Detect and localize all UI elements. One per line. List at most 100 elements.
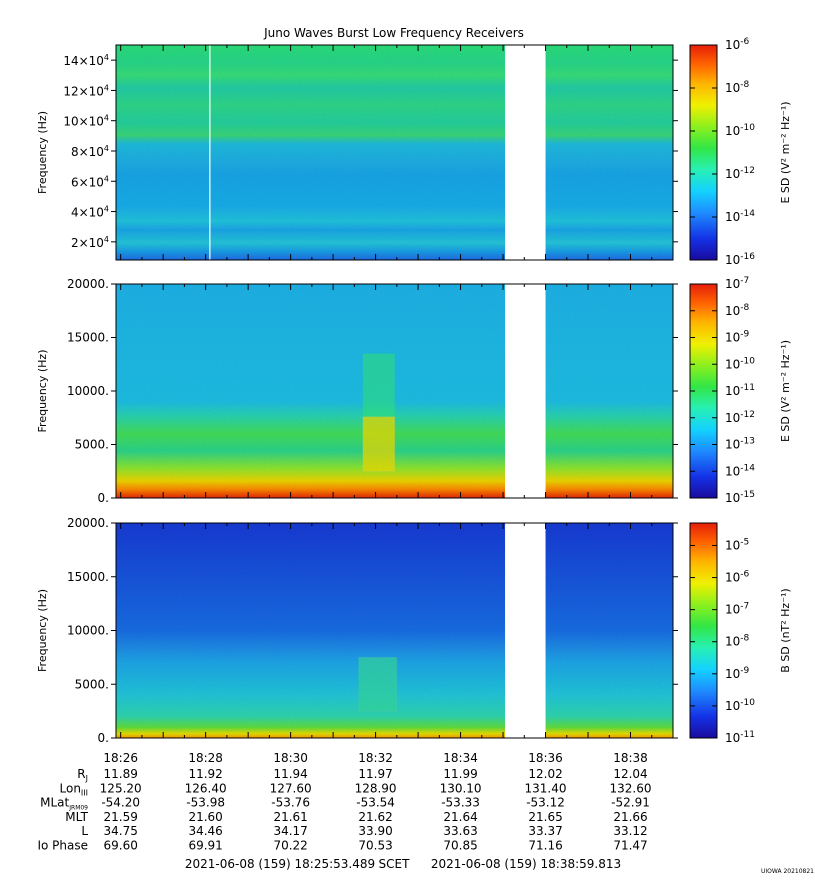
ephemeris-value: 33.37 <box>528 824 562 838</box>
y-axis-label: Frequency (Hz) <box>36 111 49 194</box>
colorbar-tick-label: 10-5 <box>725 537 749 552</box>
colorbar-tick-label: 10-13 <box>725 437 755 452</box>
y-tick-label: 0. <box>98 491 109 505</box>
colorbar-label: B SD (nT² Hz⁻¹) <box>779 588 792 672</box>
ephemeris-value: 21.59 <box>103 810 137 824</box>
footer-credit: UIOWA 20210821 <box>761 868 814 875</box>
y-tick-label: 14×104 <box>63 53 109 68</box>
ephemeris-value: 33.63 <box>443 824 477 838</box>
colorbar-tick-label: 10-14 <box>725 463 755 478</box>
ephemeris-value: 70.22 <box>273 839 307 853</box>
ephemeris-value: 33.90 <box>358 824 392 838</box>
y-tick-label: 10×104 <box>63 114 109 129</box>
ephemeris-value: 21.64 <box>443 810 477 824</box>
colorbar-tick-label: 10-8 <box>725 303 750 318</box>
y-tick-label: 20000. <box>67 516 109 530</box>
ephemeris-value: 34.75 <box>103 824 137 838</box>
colorbar-tick-label: 10-9 <box>725 666 750 681</box>
y-axis-label: Frequency (Hz) <box>36 350 49 433</box>
footer-start-time: 2021-06-08 (159) 18:25:53.489 <box>185 857 375 871</box>
colorbar-tick-label: 10-11 <box>725 383 755 398</box>
ephemeris-value: 11.92 <box>188 767 222 781</box>
colorbar-tick-label: 10-15 <box>725 490 755 505</box>
ephemeris-value: -52.91 <box>611 796 650 810</box>
time-axis: 18:26 18:28 18:30 18:32 18:34 18:36 18:38 <box>103 751 647 765</box>
y-tick-label: 20000. <box>67 277 109 291</box>
colorbar-tick-label: 10-10 <box>725 698 755 713</box>
colorbar <box>690 523 717 738</box>
ephemeris-value: -53.33 <box>441 796 480 810</box>
spectrogram-image <box>116 45 673 260</box>
ephemeris-value: -53.12 <box>526 796 565 810</box>
ephemeris-value: 11.99 <box>443 767 477 781</box>
y-tick-label: 2×104 <box>71 235 109 250</box>
ephemeris-value: 70.53 <box>358 839 392 853</box>
ephemeris-value: 34.46 <box>188 824 222 838</box>
data-gap <box>505 283 546 499</box>
ephemeris-value: 125.20 <box>100 781 142 795</box>
spectrogram-panel: 2×104 4×104 6×104 8×104 10×104 12×104 14×104 Fr… <box>36 37 792 267</box>
ephemeris-value: 71.47 <box>613 839 647 853</box>
ephemeris-value: 69.91 <box>188 839 222 853</box>
ephemeris-value: 127.60 <box>270 781 312 795</box>
x-tick-label: 18:32 <box>358 751 393 765</box>
ephemeris-value: 70.85 <box>443 839 477 853</box>
x-tick-label: 18:34 <box>443 751 478 765</box>
y-tick-label: 4×104 <box>71 205 109 220</box>
ephemeris-value: 21.61 <box>273 810 307 824</box>
colorbar-frame <box>689 522 718 739</box>
colorbar-tick-label: 10-12 <box>725 410 755 425</box>
ephemeris-value: 69.60 <box>103 839 137 853</box>
colorbar-tick-label: 10-10 <box>725 123 755 138</box>
ephemeris-value: 21.62 <box>358 810 392 824</box>
colorbar-tick-label: 10-16 <box>725 252 755 267</box>
x-tick-label: 18:36 <box>528 751 563 765</box>
colorbar-tick-label: 10-7 <box>725 602 749 617</box>
y-tick-label: 0. <box>98 731 109 745</box>
footer-scet-label: SCET <box>379 857 411 871</box>
y-tick-label: 15000. <box>67 570 109 584</box>
panel-frame <box>115 44 674 261</box>
y-tick-label: 15000. <box>67 331 109 345</box>
spectrogram-panel: 0. 5000. 10000. 15000. 20000. Frequency (Hz) 1… <box>36 516 792 745</box>
ephemeris-value: -54.20 <box>101 796 140 810</box>
x-tick-label: 18:26 <box>103 751 138 765</box>
ephemeris-value: 126.40 <box>185 781 227 795</box>
ephemeris-value: 11.94 <box>273 767 307 781</box>
footer-end-time: 2021-06-08 (159) 18:38:59.813 <box>431 857 621 871</box>
ephemeris-value: 130.10 <box>440 781 482 795</box>
emission-feature <box>362 353 395 417</box>
x-tick-label: 18:38 <box>613 751 648 765</box>
ephemeris-value: 21.65 <box>528 810 562 824</box>
colorbar-tick-label: 10-8 <box>725 80 750 95</box>
x-tick-label: 18:30 <box>273 751 308 765</box>
ephemeris-value: 71.16 <box>528 839 562 853</box>
ephemeris-value: 33.12 <box>613 824 647 838</box>
y-tick-label: 6×104 <box>71 174 109 189</box>
data-gap <box>505 522 546 739</box>
colorbar-tick-label: 10-12 <box>725 166 755 181</box>
colorbar-tick-label: 10-14 <box>725 209 755 224</box>
ephemeris-table: RJ 11.89 11.92 11.94 11.97 11.99 12.02 12.04 Lon… <box>37 767 651 853</box>
colorbar-tick-label: 10-8 <box>725 634 750 649</box>
y-tick-label: 5000. <box>75 677 109 691</box>
ephemeris-value: 131.40 <box>525 781 567 795</box>
ephemeris-value: 12.02 <box>528 767 562 781</box>
panels-layer: 2×104 4×104 6×104 8×104 10×104 12×104 14×104 Fr… <box>36 37 792 745</box>
colorbar-frame <box>689 44 718 261</box>
ephemeris-value: 21.60 <box>188 810 222 824</box>
y-tick-label: 8×104 <box>71 144 109 159</box>
spectrogram-panel: 0. 5000. 10000. 15000. 20000. Frequency (Hz) 1… <box>36 276 792 505</box>
colorbar <box>690 45 717 260</box>
emission-feature <box>362 416 395 472</box>
ephemeris-label: RJ <box>77 767 88 783</box>
colorbar-label: E SD (V² m⁻² Hz⁻¹) <box>779 101 792 203</box>
ephemeris-value: 132.60 <box>610 781 652 795</box>
x-tick-label: 18:28 <box>188 751 223 765</box>
colorbar-tick-label: 10-6 <box>725 37 750 52</box>
ephemeris-value: 12.04 <box>613 767 647 781</box>
colorbar-label: E SD (V² m⁻² Hz⁻¹) <box>779 340 792 442</box>
ephemeris-label: LonIII <box>60 781 89 797</box>
ephemeris-value: 11.89 <box>103 767 137 781</box>
ephemeris-value: -53.54 <box>356 796 395 810</box>
